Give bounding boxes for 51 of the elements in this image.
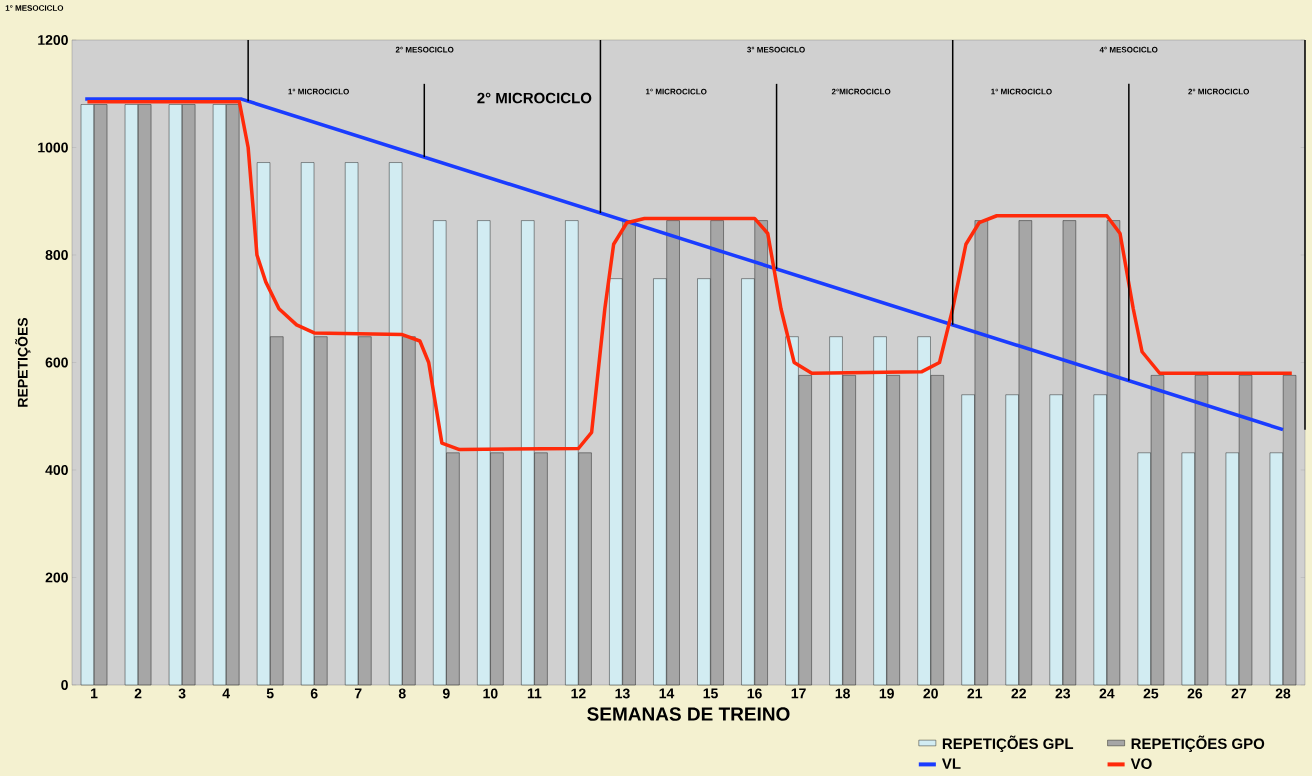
annotation: 1° MICROCICLO <box>645 88 707 95</box>
x-tick-label: 16 <box>747 688 762 699</box>
annotation: 2° MESOCICLO <box>395 46 454 53</box>
x-tick-label: 22 <box>1011 688 1026 699</box>
y-tick-label: 1200 <box>38 35 68 45</box>
x-tick-label: 26 <box>1187 688 1203 699</box>
x-tick-label: 2 <box>134 688 142 699</box>
y-tick-label: 1000 <box>38 142 68 153</box>
annotation: 1° MICROCICLO <box>991 88 1052 95</box>
x-tick-label: 3 <box>178 688 186 699</box>
y-tick-label: 800 <box>45 250 68 260</box>
x-tick-label: 20 <box>923 688 938 699</box>
y-tick-label: 200 <box>45 572 68 583</box>
x-tick-label: 23 <box>1055 688 1071 699</box>
x-tick-label: 7 <box>354 688 362 699</box>
x-tick-label: 28 <box>1275 688 1291 699</box>
x-tick-label: 5 <box>266 688 274 699</box>
x-tick-label: 6 <box>310 688 318 699</box>
x-tick-label: 8 <box>398 688 406 699</box>
annotation: 3° MESOCICLO <box>747 46 805 53</box>
x-tick-label: 12 <box>571 688 586 699</box>
x-tick-label: 15 <box>703 688 718 699</box>
x-tick-label: 25 <box>1143 688 1159 699</box>
annotation: 2°MICROCICLO <box>831 88 891 95</box>
legend-label: VO <box>1130 758 1152 770</box>
annotation: 2° MICROCICLO <box>1188 88 1250 95</box>
legend-label: VL <box>941 758 961 769</box>
x-tick-label: 21 <box>967 688 983 699</box>
x-tick-label: 4 <box>222 688 230 699</box>
y-axis-title: REPETIÇÕES <box>15 317 31 407</box>
y-tick-label: 600 <box>45 357 68 368</box>
annotation: 2° MICROCICLO <box>477 92 592 104</box>
x-tick-label: 19 <box>879 688 894 699</box>
x-tick-label: 9 <box>442 688 450 699</box>
x-tick-label: 27 <box>1231 688 1247 699</box>
x-tick-label: 17 <box>791 688 806 699</box>
annotation: 4° MESOCICLO <box>1099 46 1158 53</box>
y-tick-label: 400 <box>45 465 68 475</box>
x-tick-label: 24 <box>1099 688 1115 699</box>
x-tick-label: 11 <box>527 688 542 699</box>
x-tick-label: 10 <box>483 688 498 699</box>
legend-label: REPETIÇÕES GPL <box>942 735 1074 753</box>
x-tick-label: 1 <box>91 688 98 699</box>
annotation: 1° MICROCICLO <box>288 88 349 95</box>
y-tick-label: 0 <box>61 680 68 690</box>
x-tick-label: 13 <box>615 688 630 699</box>
text: 1° MESOCICLO <box>5 5 64 11</box>
x-axis-title: SEMANAS DE TREINO <box>587 707 790 721</box>
legend-label: REPETIÇÕES GPO <box>1131 735 1265 753</box>
x-tick-label: 14 <box>659 688 675 699</box>
x-tick-label: 18 <box>835 688 850 699</box>
